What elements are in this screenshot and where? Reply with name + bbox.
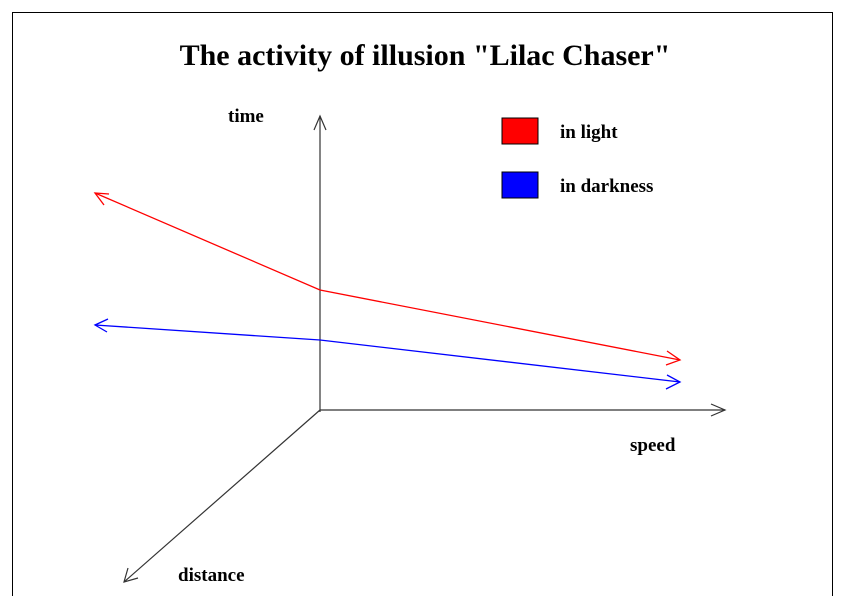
legend-label: in light	[560, 122, 618, 143]
distance-axis	[123, 409, 321, 583]
legend-label: in darkness	[560, 176, 653, 197]
arrowhead	[313, 114, 327, 131]
curves	[93, 192, 682, 390]
arrowhead	[665, 350, 682, 366]
distance-label: distance	[178, 565, 245, 586]
light-curve	[94, 192, 681, 361]
arrowhead	[93, 318, 109, 333]
arrowhead	[710, 403, 727, 417]
legend-swatch	[501, 117, 539, 145]
arrowhead	[93, 192, 110, 206]
darkness-curve	[94, 324, 681, 383]
legend-swatch	[501, 171, 539, 199]
time-label: time	[228, 106, 264, 127]
title: The activity of illusion "Lilac Chaser"	[180, 39, 671, 72]
axes	[123, 114, 727, 583]
arrowhead	[123, 567, 139, 583]
speed-label: speed	[630, 435, 676, 456]
arrowhead	[665, 374, 682, 390]
frame	[12, 12, 833, 596]
